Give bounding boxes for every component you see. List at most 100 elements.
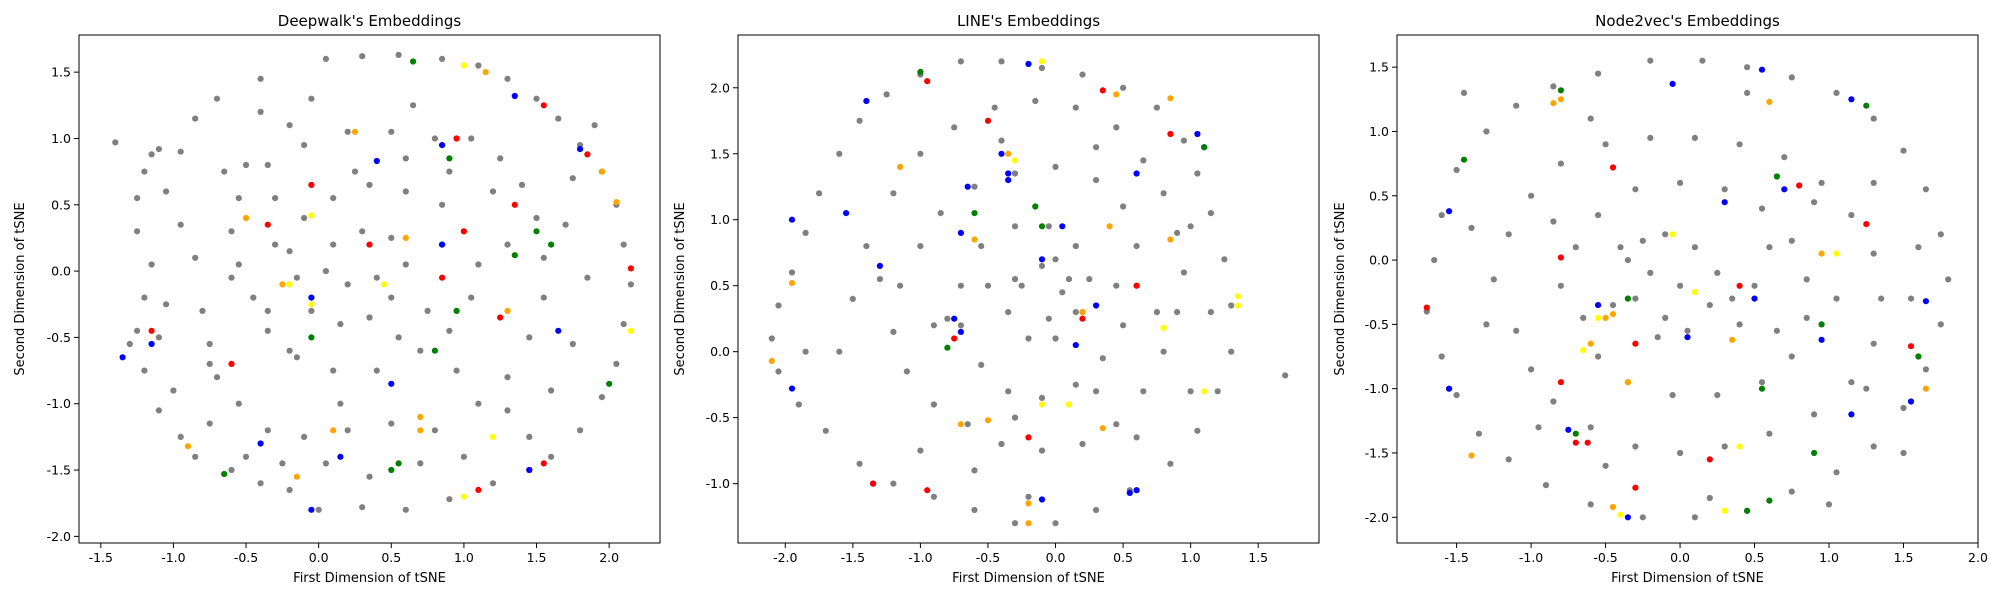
scatter-point <box>308 181 315 188</box>
scatter-point <box>308 301 315 308</box>
scatter-point <box>569 175 576 182</box>
x-tick-label: -1.0 <box>908 550 932 565</box>
scatter-point <box>1194 130 1201 138</box>
scatter-point <box>957 229 965 236</box>
scatter-point <box>504 307 511 314</box>
scatter-point <box>184 443 191 450</box>
scatter-point <box>446 155 453 162</box>
x-axis-label: First Dimension of tSNE <box>1611 571 1764 586</box>
scatter-point <box>126 340 133 348</box>
plot-frame <box>78 34 661 544</box>
plot-frame <box>1396 34 1979 544</box>
scatter-point <box>308 307 315 314</box>
scatter-point <box>366 314 373 321</box>
scatter-point <box>849 295 856 302</box>
scatter-point <box>489 480 497 487</box>
scatter-point <box>1133 487 1140 494</box>
scatter-point <box>620 241 627 248</box>
scatter-point <box>1691 514 1698 521</box>
scatter-point <box>1045 315 1052 322</box>
scatter-point <box>431 347 438 354</box>
scatter-point <box>917 447 924 454</box>
scatter-point <box>1160 190 1167 197</box>
scatter-point <box>199 307 206 314</box>
scatter-point <box>373 274 380 281</box>
scatter-point <box>177 221 184 228</box>
scatter-point <box>1706 302 1713 309</box>
scatter-point <box>1721 199 1728 206</box>
x-tick-label: 1.0 <box>454 550 474 565</box>
scatter-point <box>890 480 897 487</box>
x-tick-label: -1.5 <box>841 550 865 565</box>
scatter-point <box>1691 244 1698 251</box>
scatter-point <box>497 314 504 321</box>
scatter-point <box>439 55 446 63</box>
scatter-point <box>856 117 863 124</box>
scatter-point <box>1878 295 1885 302</box>
scatter-point <box>816 190 823 197</box>
scatter-point <box>446 327 453 334</box>
scatter-point <box>1065 401 1073 408</box>
scatter-point <box>584 151 591 158</box>
scatter-point <box>1870 340 1877 347</box>
scatter-point <box>1647 57 1654 64</box>
y-axis-label: Second Dimension of tSNE <box>13 202 28 375</box>
scatter-point <box>1086 276 1093 283</box>
scatter-point <box>971 183 978 190</box>
scatter-point <box>1133 282 1140 289</box>
scatter-point <box>591 122 598 129</box>
scatter-point <box>1584 439 1591 446</box>
scatter-point <box>1677 449 1684 457</box>
scatter-point <box>453 367 460 374</box>
scatter-point <box>540 102 547 109</box>
scatter-point <box>1018 282 1025 289</box>
scatter-point <box>1011 157 1019 164</box>
scatter-point <box>1624 379 1631 386</box>
scatter-point <box>511 92 518 100</box>
scatter-point <box>395 460 402 467</box>
scatter-point <box>930 401 938 408</box>
scatter-point <box>1617 511 1624 518</box>
scatter-point <box>155 146 162 153</box>
scatter-point <box>1922 366 1929 373</box>
scatter-point <box>213 374 221 381</box>
scatter-point <box>627 265 635 272</box>
scatter-point <box>1922 186 1929 193</box>
scatter-point <box>1005 388 1012 395</box>
x-tick-label: 1.5 <box>527 550 547 565</box>
scatter-point <box>163 188 170 195</box>
scatter-point <box>1207 210 1214 217</box>
scatter-point <box>293 354 300 361</box>
scatter-point <box>468 294 475 301</box>
y-tick-label: -1.5 <box>1365 445 1389 460</box>
scatter-point <box>1557 282 1564 289</box>
scatter-point <box>1038 64 1046 72</box>
scatter-point <box>504 75 511 82</box>
scatter-point <box>1483 321 1490 328</box>
scatter-point <box>1744 64 1751 71</box>
scatter-point <box>482 69 489 76</box>
x-tick-label: 0.0 <box>1670 550 1690 565</box>
y-tick-label: -1.0 <box>47 396 71 411</box>
scatter-point <box>964 421 971 428</box>
scatter-point <box>1557 254 1564 261</box>
scatter-point <box>1140 157 1147 164</box>
scatter-point <box>228 228 235 235</box>
scatter-point <box>1174 229 1181 236</box>
scatter-point <box>1818 250 1825 257</box>
scatter-point <box>460 493 467 500</box>
scatter-point <box>475 261 482 268</box>
scatter-point <box>257 480 264 487</box>
scatter-point <box>1907 343 1915 350</box>
scatter-point <box>1052 335 1059 342</box>
scatter-point <box>264 161 271 169</box>
scatter-point <box>475 62 482 69</box>
scatter-point <box>1005 309 1012 316</box>
scatter-point <box>221 168 228 175</box>
scatter-point <box>1803 314 1810 321</box>
scatter-point <box>978 361 985 368</box>
scatter-point <box>843 210 850 217</box>
scatter-point <box>359 504 366 511</box>
